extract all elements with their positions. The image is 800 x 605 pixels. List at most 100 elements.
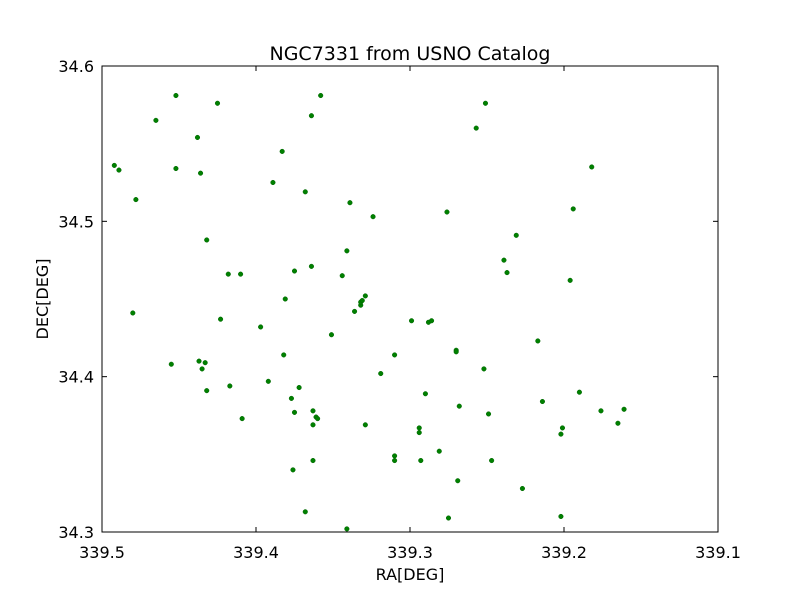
data-point (570, 206, 576, 212)
data-point (362, 293, 368, 299)
data-point (344, 248, 350, 254)
data-point (133, 197, 139, 203)
data-point (116, 167, 122, 173)
data-point (204, 388, 210, 394)
data-point (481, 366, 487, 372)
data-point (315, 416, 321, 422)
data-points (111, 92, 627, 532)
data-point (328, 332, 335, 338)
data-point (535, 338, 541, 344)
data-point (218, 316, 224, 322)
data-point (513, 232, 519, 238)
data-point (258, 324, 264, 330)
data-point (296, 384, 302, 391)
data-point (202, 360, 208, 366)
data-point (282, 296, 288, 302)
x-tick-label: 339.5 (79, 543, 125, 562)
data-point (227, 383, 233, 389)
data-point (436, 448, 442, 454)
data-point (418, 457, 424, 464)
chart-title: NGC7331 from USNO Catalog (270, 43, 551, 65)
data-point (519, 485, 525, 492)
data-point (589, 164, 595, 170)
data-point (558, 431, 564, 437)
data-point (429, 318, 435, 324)
data-point (408, 318, 415, 324)
data-point (308, 263, 314, 269)
axis-tick-labels: 339.5 339.4 339.3 339.2 339.1 34.3 34.4 34.5 34.… (58, 57, 741, 562)
data-point (445, 515, 452, 521)
data-point (196, 358, 202, 364)
data-point (310, 457, 316, 464)
data-point (281, 352, 287, 358)
y-axis-label: DEC[DEG] (33, 259, 52, 340)
data-point (378, 371, 384, 377)
y-tick-label: 34.5 (58, 212, 94, 231)
data-point (310, 408, 316, 414)
data-point (291, 409, 298, 415)
data-point (621, 406, 627, 412)
data-point (416, 430, 422, 436)
plot-area (101, 65, 719, 533)
data-point (567, 277, 573, 283)
data-point (392, 457, 398, 464)
data-point (153, 117, 159, 123)
data-point (539, 398, 545, 405)
data-point (288, 395, 294, 401)
y-tick-label: 34.6 (58, 57, 94, 76)
data-point (199, 366, 205, 372)
data-point (473, 125, 479, 131)
data-point (615, 420, 621, 426)
x-axis-label: RA[DEG] (376, 565, 445, 584)
data-point (270, 179, 276, 186)
data-point (308, 113, 314, 119)
data-point (168, 361, 174, 367)
data-point (302, 509, 308, 515)
data-point (362, 422, 368, 428)
axis-ticks (101, 65, 719, 533)
data-point (130, 310, 136, 316)
data-point (485, 411, 492, 417)
data-point (214, 100, 221, 106)
data-point (290, 467, 296, 473)
data-point (453, 349, 459, 355)
data-point (352, 308, 358, 314)
data-point (339, 273, 345, 279)
data-point (239, 416, 245, 422)
data-point (310, 422, 316, 428)
data-point (111, 162, 117, 168)
data-point (558, 513, 564, 520)
data-point (482, 100, 489, 106)
data-point (291, 268, 298, 274)
data-point (392, 352, 398, 358)
data-point (370, 214, 376, 220)
data-point (238, 271, 244, 277)
data-point (318, 92, 324, 99)
data-point (576, 389, 582, 395)
data-point (347, 200, 353, 206)
data-point (265, 378, 271, 384)
x-tick-label: 339.2 (541, 543, 587, 562)
x-tick-label: 339.1 (695, 543, 741, 562)
data-point (279, 148, 285, 154)
data-point (204, 237, 210, 243)
data-point (489, 457, 495, 464)
data-point (444, 209, 450, 215)
x-tick-label: 339.4 (233, 543, 279, 562)
data-point (598, 408, 604, 414)
data-point (504, 270, 510, 276)
data-point (456, 403, 462, 409)
data-point (359, 298, 365, 304)
data-point (302, 189, 308, 195)
data-point (173, 92, 179, 99)
data-point (559, 425, 566, 431)
data-point (225, 271, 231, 277)
y-tick-label: 34.3 (58, 523, 94, 542)
y-tick-label: 34.4 (58, 368, 94, 387)
data-point (416, 425, 422, 431)
data-point (501, 257, 507, 263)
data-point (173, 165, 179, 172)
data-point (344, 526, 350, 532)
